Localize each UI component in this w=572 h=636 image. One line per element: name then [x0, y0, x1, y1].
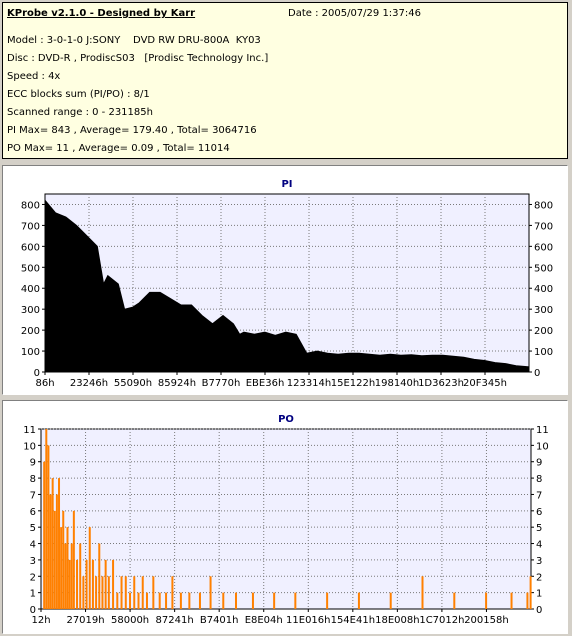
po-ytick-label-right: 6	[536, 507, 542, 518]
drive-model: Model : 3-0-1-0 J:SONY DVD RW DRU-800A K…	[7, 35, 261, 46]
po-ytick-label-right: 2	[536, 572, 542, 583]
po-ytick-label-right: 4	[536, 540, 542, 551]
po-ytick-label-right: 8	[536, 474, 542, 485]
pi-ytick-label-left: 200	[21, 326, 40, 337]
po-ytick-label-left: 6	[30, 507, 36, 518]
pi-xtick-label: EBE36h	[246, 378, 285, 389]
po-ytick-label-left: 2	[30, 572, 36, 583]
pi-xtick-label: 15E122h	[331, 378, 375, 389]
pi-xtick-label: 55090h	[114, 378, 152, 389]
pi-xtick-label: 123314h	[287, 378, 332, 389]
po-ytick-label-right: 10	[536, 441, 549, 452]
po-ytick-label-left: 10	[23, 441, 36, 452]
po-ytick-label-left: 0	[30, 605, 36, 616]
po-ytick-label-left: 11	[23, 425, 36, 436]
po-ytick-label-right: 11	[536, 425, 549, 436]
pi-ytick-label-left: 400	[21, 284, 40, 295]
pi-ytick-label-left: 700	[21, 221, 40, 232]
po-xtick-label: 11E016h	[286, 615, 330, 626]
pi-ytick-label-right: 0	[534, 368, 540, 379]
pi-ytick-label-right: 200	[534, 326, 553, 337]
po-ytick-label-left: 5	[30, 523, 36, 534]
info-panel: KProbe v2.1.0 - Designed by Karr Date : …	[2, 2, 568, 159]
po-xtick-label: 27019h	[66, 615, 104, 626]
pi-chart: PI 0 0 100 100 200 200 300 300 400 400 500 500 600 600…	[21, 179, 553, 389]
pi-series-area	[44, 198, 530, 373]
po-ytick-label-left: 8	[30, 474, 36, 485]
pi-xtick-label: B7770h	[202, 378, 241, 389]
po-ytick-label-right: 9	[536, 458, 542, 469]
po-xtick-label: 18E008h	[375, 615, 419, 626]
po-ytick-label-left: 4	[30, 540, 36, 551]
scanned-range: Scanned range : 0 - 231185h	[7, 107, 153, 118]
pi-ytick-label-right: 100	[534, 347, 553, 358]
po-ytick-label-left: 7	[30, 490, 36, 501]
po-chart-title: PO	[278, 414, 294, 425]
po-ytick-label-left: 3	[30, 556, 36, 567]
pi-ytick-label-right: 400	[534, 284, 553, 295]
pi-ytick-label-left: 500	[21, 263, 40, 274]
po-ytick-label-right: 5	[536, 523, 542, 534]
pi-xtick-label: 198140h	[375, 378, 420, 389]
disc-info: Disc : DVD-R , ProdiscS03 [Prodisc Techn…	[7, 53, 269, 64]
pi-ytick-label-right: 700	[534, 221, 553, 232]
pi-chart-title: PI	[281, 179, 292, 190]
pi-ytick-label-right: 800	[534, 200, 553, 211]
pi-xtick-label: 23246h	[70, 378, 108, 389]
po-chart-panel: PO 0 0 1 1 2 2 3 3 4 4 5 5 6 6 7 7 8 8 9 9 10 10 11 11 12h 27019h 5…	[2, 400, 568, 634]
po-xtick-label: E8E04h	[245, 615, 283, 626]
po-xtick-label: 1C7012h	[419, 615, 464, 626]
po-ytick-label-right: 0	[536, 605, 542, 616]
po-ytick-label-left: 9	[30, 458, 36, 469]
po-xtick-label: 200158h	[464, 615, 509, 626]
pi-chart-panel: PI 0 0 100 100 200 200 300 300 400 400 500 500 600 600…	[2, 165, 568, 395]
po-ytick-label-right: 7	[536, 490, 542, 501]
pi-ytick-label-left: 0	[34, 368, 40, 379]
scan-speed: Speed : 4x	[7, 71, 61, 82]
pi-xtick-label: 20F345h	[463, 378, 507, 389]
po-xtick-label: 154E41h	[331, 615, 375, 626]
pi-ytick-label-left: 100	[21, 347, 40, 358]
pi-ytick-label-right: 500	[534, 263, 553, 274]
pi-stats: PI Max= 843 , Average= 179.40 , Total= 3…	[7, 125, 257, 136]
app-title: KProbe v2.1.0 - Designed by Karr	[7, 8, 196, 19]
po-ytick-label-left: 1	[30, 589, 36, 600]
po-plot-area	[40, 428, 532, 610]
ecc-blocks: ECC blocks sum (PI/PO) : 8/1	[7, 89, 150, 100]
po-xtick-label: 58000h	[111, 615, 149, 626]
pi-xtick-label: 85924h	[158, 378, 196, 389]
po-ytick-label-right: 3	[536, 556, 542, 567]
po-xtick-label: 87241h	[156, 615, 194, 626]
pi-xtick-label: 1D3623h	[418, 378, 464, 389]
pi-ytick-label-left: 600	[21, 242, 40, 253]
pi-ytick-label-left: 800	[21, 200, 40, 211]
pi-ytick-label-right: 300	[534, 305, 553, 316]
po-ytick-label-right: 1	[536, 589, 542, 600]
po-xtick-label: 12h	[31, 615, 50, 626]
scan-date: Date : 2005/07/29 1:37:46	[288, 8, 421, 19]
pi-ytick-label-left: 300	[21, 305, 40, 316]
po-xtick-label: B7401h	[200, 615, 239, 626]
pi-xtick-label: 86h	[35, 378, 54, 389]
po-stats: PO Max= 11 , Average= 0.09 , Total= 1101…	[7, 143, 230, 154]
pi-ytick-label-right: 600	[534, 242, 553, 253]
